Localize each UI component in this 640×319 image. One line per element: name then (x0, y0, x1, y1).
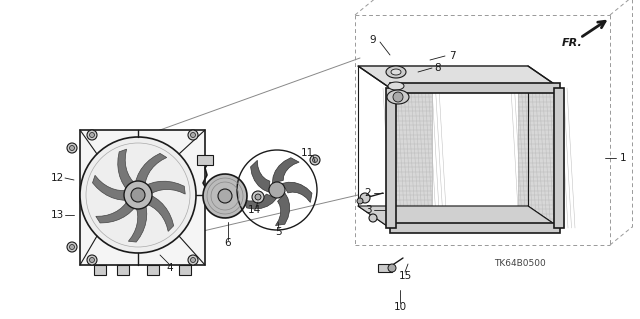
Circle shape (67, 143, 77, 153)
Polygon shape (391, 69, 401, 75)
Circle shape (360, 193, 370, 203)
Circle shape (70, 145, 74, 151)
Circle shape (67, 242, 77, 252)
Text: TK64B0500: TK64B0500 (494, 258, 546, 268)
Polygon shape (386, 66, 406, 78)
Polygon shape (135, 153, 167, 185)
Circle shape (90, 257, 95, 263)
Text: 11: 11 (300, 148, 314, 158)
Circle shape (255, 194, 261, 200)
Text: 12: 12 (51, 173, 63, 183)
Polygon shape (96, 201, 136, 223)
Bar (94, 265, 106, 275)
Polygon shape (358, 206, 560, 228)
Polygon shape (118, 149, 134, 191)
Polygon shape (243, 194, 276, 209)
Circle shape (312, 158, 317, 162)
Circle shape (269, 182, 285, 198)
Circle shape (188, 130, 198, 140)
Polygon shape (282, 182, 312, 203)
Text: 15: 15 (398, 271, 412, 281)
Circle shape (369, 214, 377, 222)
Circle shape (393, 92, 403, 102)
Polygon shape (390, 88, 432, 228)
Polygon shape (251, 160, 270, 192)
Text: 13: 13 (51, 210, 63, 220)
Text: 2: 2 (365, 188, 371, 198)
Text: 6: 6 (225, 238, 231, 248)
Circle shape (191, 257, 195, 263)
Bar (197, 155, 213, 165)
Polygon shape (388, 82, 404, 90)
Bar (386, 88, 396, 228)
Circle shape (310, 155, 320, 165)
Circle shape (218, 189, 232, 203)
Text: 7: 7 (449, 51, 455, 61)
Bar (554, 88, 564, 228)
Polygon shape (273, 158, 299, 183)
Text: 4: 4 (166, 263, 173, 273)
Bar (179, 265, 191, 275)
Bar (147, 265, 159, 275)
Text: FR.: FR. (562, 38, 582, 48)
Polygon shape (358, 66, 560, 88)
Text: 9: 9 (370, 35, 376, 45)
Bar (390, 83, 560, 93)
Text: 8: 8 (435, 63, 442, 73)
Text: 5: 5 (276, 227, 282, 237)
Text: 1: 1 (620, 153, 627, 163)
Polygon shape (144, 181, 185, 194)
Circle shape (80, 137, 196, 253)
Circle shape (87, 255, 97, 265)
Circle shape (252, 191, 264, 203)
Text: 10: 10 (394, 302, 406, 312)
Polygon shape (93, 175, 129, 200)
Polygon shape (146, 194, 173, 231)
Circle shape (388, 264, 396, 272)
Circle shape (90, 132, 95, 137)
Text: 14: 14 (248, 205, 260, 215)
Circle shape (131, 188, 145, 202)
Bar (390, 223, 560, 233)
Circle shape (357, 198, 363, 204)
Polygon shape (203, 174, 247, 218)
Polygon shape (387, 90, 409, 104)
Polygon shape (129, 203, 147, 242)
Bar (80, 130, 205, 265)
Circle shape (191, 132, 195, 137)
Text: 3: 3 (365, 205, 371, 215)
Circle shape (188, 255, 198, 265)
Circle shape (87, 130, 97, 140)
Bar (378, 264, 392, 272)
Circle shape (124, 181, 152, 209)
Bar (117, 265, 129, 275)
Polygon shape (518, 88, 560, 228)
Polygon shape (275, 193, 289, 226)
Circle shape (70, 244, 74, 249)
